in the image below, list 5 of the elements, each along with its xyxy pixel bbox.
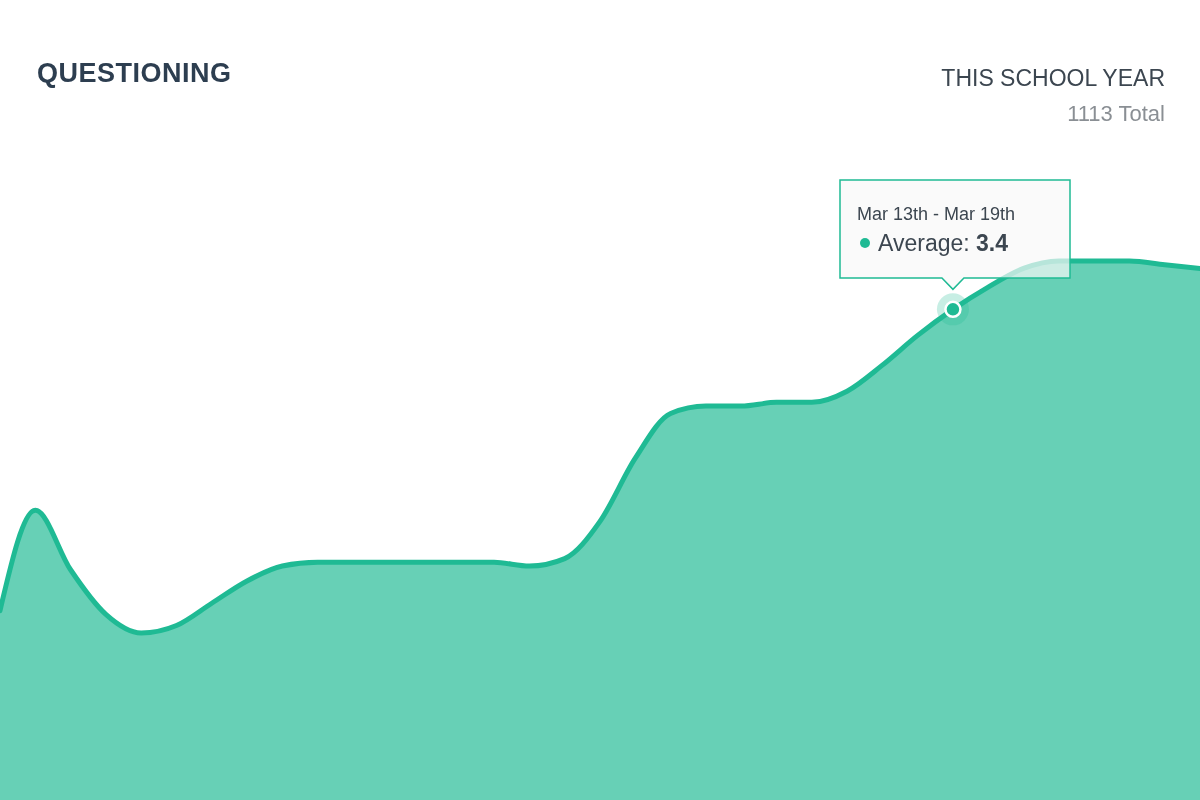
- text: Average: 3.4: [878, 230, 1009, 256]
- text: Mar 13th - Mar 19th: [857, 204, 1016, 224]
- text: 1113 Total: [1067, 101, 1165, 126]
- chart-subtitle: THIS SCHOOL YEAR: [941, 65, 1165, 91]
- chart-title: QUESTIONING: [37, 58, 232, 88]
